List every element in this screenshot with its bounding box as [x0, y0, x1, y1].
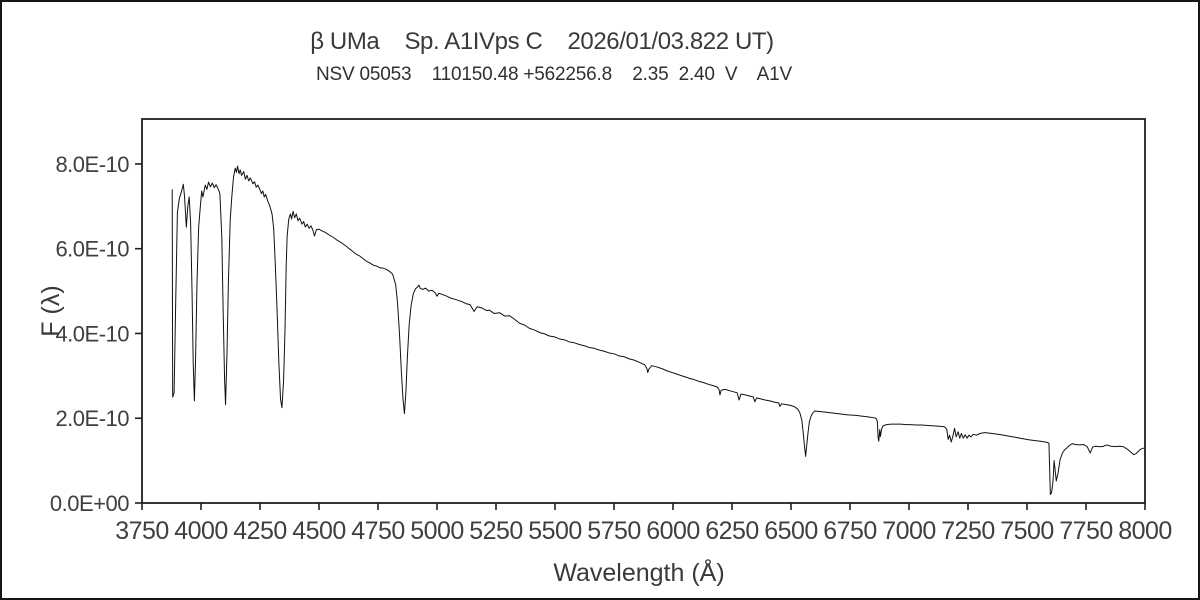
- x-tick-label: 5250: [469, 517, 523, 545]
- x-tick-label: 3750: [115, 517, 169, 545]
- x-tick-label: 6250: [705, 517, 759, 545]
- y-axis-title: F (λ): [37, 285, 65, 336]
- y-tick-label: 4.0E-10: [55, 321, 129, 346]
- y-tick-label: 2.0E-10: [55, 406, 129, 431]
- x-tick-label: 5750: [587, 517, 641, 545]
- x-tick-label: 4000: [174, 517, 228, 545]
- x-tick-label: 6500: [764, 517, 818, 545]
- x-tick-label: 6000: [646, 517, 700, 545]
- x-tick-label: 7000: [882, 517, 936, 545]
- y-tick-label: 0.0E+00: [50, 491, 129, 516]
- x-tick-label: 8000: [1118, 517, 1172, 545]
- chart-title: β UMa Sp. A1IVps C 2026/01/03.822 UT): [310, 28, 774, 55]
- x-tick-label: 5500: [528, 517, 582, 545]
- x-tick-label: 4750: [351, 517, 405, 545]
- x-tick-label: 5000: [410, 517, 464, 545]
- chart-subtitle: NSV 05053 110150.48 +562256.8 2.35 2.40 …: [316, 64, 792, 85]
- x-axis-title: Wavelength (Å): [553, 557, 724, 587]
- plot-frame: [141, 118, 1146, 504]
- x-tick-label: 7500: [1000, 517, 1054, 545]
- x-tick-label: 6750: [823, 517, 877, 545]
- x-tick-label: 7250: [941, 517, 995, 545]
- x-tick-label: 7750: [1059, 517, 1113, 545]
- x-tick-label: 4250: [233, 517, 287, 545]
- y-tick-label: 6.0E-10: [55, 237, 129, 262]
- y-tick-label: 8.0E-10: [55, 152, 129, 177]
- spectrum-line: [171, 165, 1146, 496]
- x-tick-label: 4500: [292, 517, 346, 545]
